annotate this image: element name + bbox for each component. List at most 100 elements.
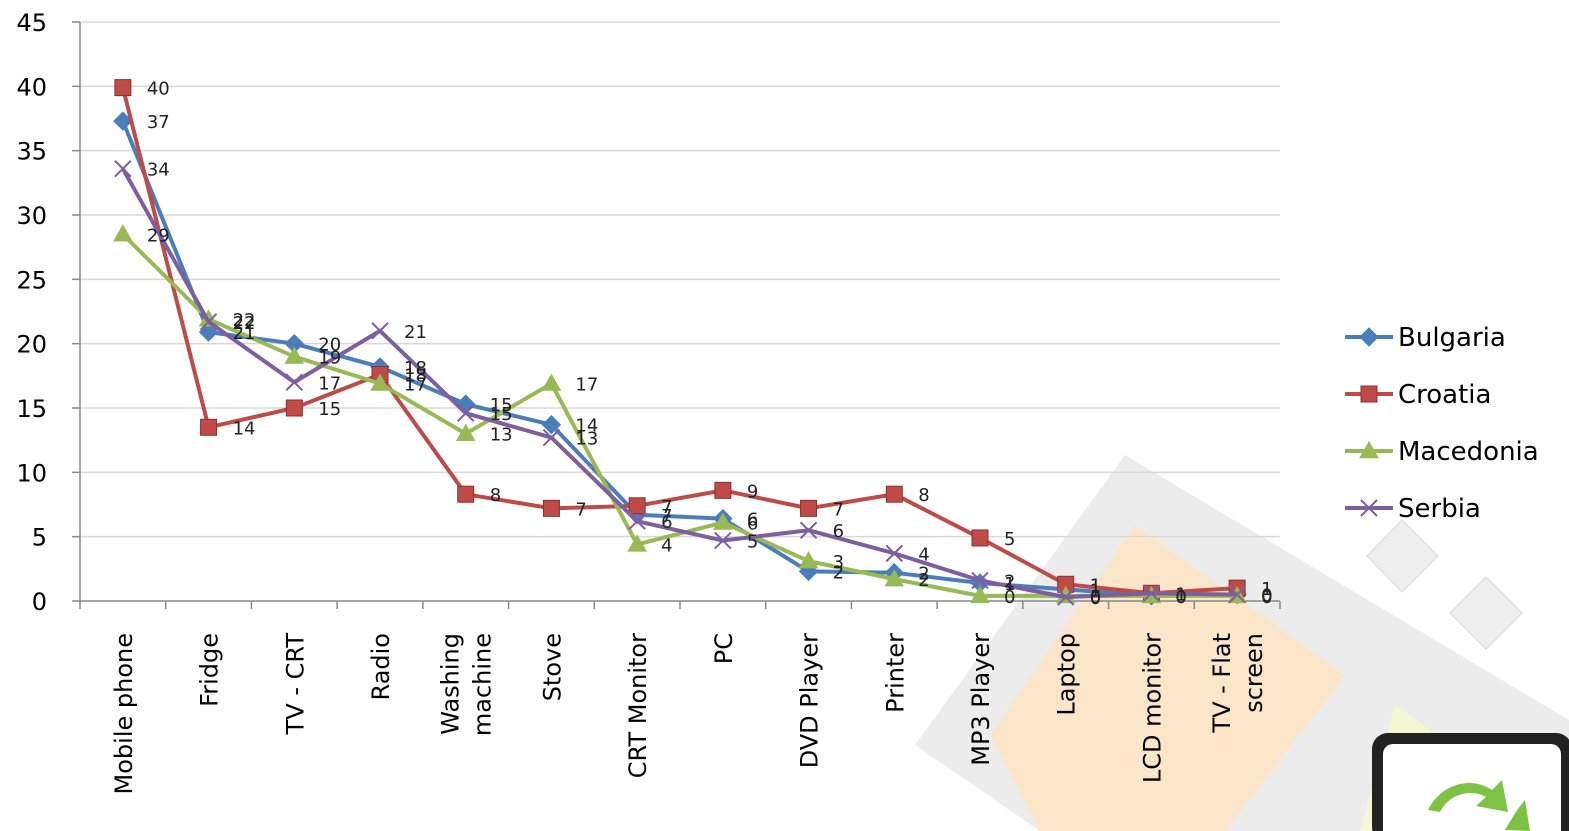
x-tick-label: MP3 Player	[967, 633, 995, 766]
data-point-serbia	[457, 404, 475, 422]
data-label-macedonia: 2	[918, 570, 929, 591]
data-label-macedonia: 0	[1175, 587, 1186, 608]
data-label-macedonia: 22	[233, 310, 256, 331]
series-line-bulgaria	[121, 120, 1238, 598]
data-label-croatia: 5	[1004, 529, 1015, 550]
legend-marker	[1359, 440, 1379, 459]
data-label-serbia: 17	[318, 373, 341, 394]
data-point-macedonia	[455, 423, 476, 441]
y-tick-label: 0	[32, 588, 47, 616]
data-label-serbia: 1	[1175, 584, 1186, 605]
data-label-macedonia: 17	[575, 375, 598, 396]
data-label-croatia: 15	[318, 399, 341, 420]
data-point-serbia	[1142, 584, 1161, 602]
series-lines	[112, 79, 1248, 606]
data-point-serbia	[1228, 585, 1246, 604]
data-label-bulgaria: 1	[1090, 580, 1101, 601]
x-tick-label: screen	[1240, 633, 1268, 713]
data-label-croatia: 18	[404, 366, 427, 387]
data-label-bulgaria: 7	[661, 506, 672, 527]
data-label-bulgaria: 21	[233, 323, 256, 344]
legend-marker	[1360, 385, 1378, 403]
data-point-macedonia	[798, 551, 819, 569]
x-tick-label: Fridge	[196, 633, 224, 707]
x-tick-label: Mobile phone	[110, 633, 138, 794]
data-label-macedonia: 29	[147, 225, 170, 246]
data-point-serbia	[628, 512, 646, 530]
x-tick-label: CRT Monitor	[624, 633, 652, 778]
data-point-serbia	[114, 159, 132, 178]
data-point-macedonia	[370, 373, 390, 391]
x-tick-label: PC	[710, 633, 738, 664]
data-label-macedonia: 3	[833, 552, 844, 573]
data-label-croatia: 7	[661, 497, 672, 518]
x-tick-label: Laptop	[1053, 633, 1081, 716]
x-tick-label: TV - Flat	[1208, 633, 1236, 734]
data-point-croatia	[285, 399, 303, 417]
series-line-croatia	[120, 87, 1238, 596]
data-point-serbia	[285, 373, 303, 391]
recycling-icon	[1372, 733, 1569, 831]
x-tick-label: Printer	[881, 633, 909, 713]
x-tick-label: Stove	[538, 633, 566, 701]
data-label-croatia: 1	[1261, 579, 1272, 600]
data-label-serbia: 4	[918, 544, 929, 565]
y-tick-label: 15	[16, 395, 47, 423]
data-label-bulgaria: 15	[490, 395, 513, 416]
data-label-serbia: 0	[1090, 588, 1101, 609]
data-label-croatia: 1	[1090, 575, 1101, 596]
gridlines	[80, 21, 1280, 538]
data-point-croatia	[628, 497, 646, 515]
y-tick-label: 10	[16, 459, 47, 487]
legend-item-macedonia: Macedonia	[1345, 437, 1539, 467]
data-label-bulgaria: 0	[1261, 586, 1272, 607]
data-label-macedonia: 17	[404, 375, 427, 396]
data-label-serbia: 6	[661, 512, 672, 533]
data-label-serbia: 22	[233, 313, 256, 334]
data-point-croatia	[971, 529, 989, 547]
data-label-macedonia: 6	[747, 514, 758, 535]
data-label-croatia: 40	[147, 79, 170, 100]
data-label-macedonia: 0	[1004, 587, 1015, 608]
x-tick-label: Washing	[437, 633, 465, 735]
data-point-serbia	[199, 313, 218, 331]
legend-item-bulgaria: Bulgaria	[1345, 323, 1506, 353]
data-point-macedonia	[112, 224, 133, 242]
data-label-croatia: 9	[747, 481, 758, 502]
data-label-macedonia: 19	[318, 348, 341, 369]
legend-item-serbia: Serbia	[1345, 494, 1481, 524]
data-label-serbia: 2	[1004, 571, 1015, 592]
data-point-bulgaria	[541, 415, 562, 435]
data-point-croatia	[885, 485, 903, 503]
data-label-serbia: 15	[490, 404, 513, 425]
y-tick-label: 20	[16, 331, 47, 359]
data-label-bulgaria: 14	[575, 416, 598, 437]
data-point-macedonia	[541, 373, 562, 391]
data-label-croatia: 7	[575, 499, 586, 520]
decorative-watermark	[915, 455, 1569, 831]
data-label-bulgaria: 18	[404, 358, 427, 379]
data-label-croatia: 8	[918, 485, 929, 506]
data-point-croatia	[200, 418, 218, 436]
legend-label: Croatia	[1398, 380, 1491, 410]
legend-marker	[1360, 499, 1378, 517]
x-tick-label: DVD Player	[796, 633, 824, 768]
data-label-serbia: 0	[1261, 586, 1272, 607]
data-label-serbia: 13	[575, 429, 598, 450]
legend-item-croatia: Croatia	[1345, 380, 1491, 410]
data-label-croatia: 14	[233, 418, 256, 439]
data-label-serbia: 5	[747, 532, 758, 553]
y-tick-label: 5	[32, 524, 47, 552]
x-tick-label: Radio	[367, 633, 395, 700]
data-point-croatia	[114, 79, 132, 97]
data-point-serbia	[1057, 588, 1075, 606]
data-label-macedonia: 13	[490, 425, 513, 446]
y-tick-label: 45	[16, 9, 47, 37]
data-point-macedonia	[970, 585, 990, 604]
data-label-macedonia: 0	[1261, 587, 1272, 608]
data-point-macedonia	[884, 569, 905, 587]
legend-label: Serbia	[1398, 494, 1481, 524]
data-point-serbia	[799, 521, 818, 539]
